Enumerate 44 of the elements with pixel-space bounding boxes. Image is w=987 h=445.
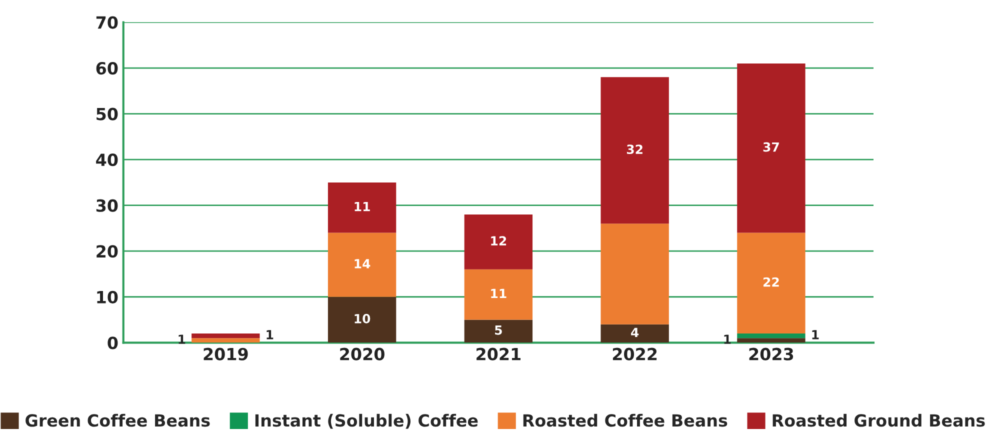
x-tick-label: 2021	[476, 348, 520, 360]
y-tick-label: 0	[108, 336, 118, 350]
y-tick-label: 20	[96, 245, 118, 258]
y-tick-label: 30	[96, 199, 118, 212]
data-label: 37	[763, 142, 779, 152]
bar	[328, 232, 396, 297]
bar	[737, 333, 806, 338]
data-label: 11	[491, 288, 506, 298]
bar	[192, 338, 260, 343]
data-label: 12	[491, 236, 506, 246]
bar	[600, 224, 669, 324]
data-label: 32	[626, 144, 642, 154]
y-tick-label: 10	[97, 290, 118, 304]
data-label: 14	[354, 259, 370, 268]
data-label: 11	[354, 202, 370, 212]
legend-label: Instant (Soluble) Coffee	[255, 414, 478, 429]
legend-label: Roasted Coffee Beans	[523, 414, 728, 427]
data-label: 10	[354, 314, 370, 324]
bar	[192, 333, 260, 338]
legend-label: Roasted Ground Beans	[772, 414, 985, 427]
bar	[737, 232, 806, 334]
data-label: 5	[495, 326, 502, 335]
y-tick-label: 40	[96, 154, 118, 166]
x-tick-label: 2019	[204, 348, 248, 360]
legend-label: Green Coffee Beans	[26, 414, 210, 427]
bar	[328, 182, 396, 233]
bar	[464, 320, 533, 343]
bar	[737, 338, 806, 343]
bar	[464, 214, 533, 270]
data-label: 4	[631, 328, 639, 337]
bar	[737, 63, 806, 233]
y-tick-label: 60	[96, 62, 118, 75]
data-label: 1	[812, 330, 819, 340]
x-tick-label: 2020	[340, 348, 384, 360]
bar	[464, 269, 533, 320]
bar	[600, 324, 669, 343]
data-label: 1	[266, 330, 274, 340]
y-tick-label: 70	[96, 16, 118, 29]
data-label: 22	[763, 277, 779, 287]
x-tick-label: 2023	[749, 348, 794, 360]
x-tick-label: 2022	[612, 348, 657, 360]
bar	[328, 296, 396, 343]
bar	[600, 77, 669, 224]
y-tick-label: 50	[96, 108, 118, 120]
